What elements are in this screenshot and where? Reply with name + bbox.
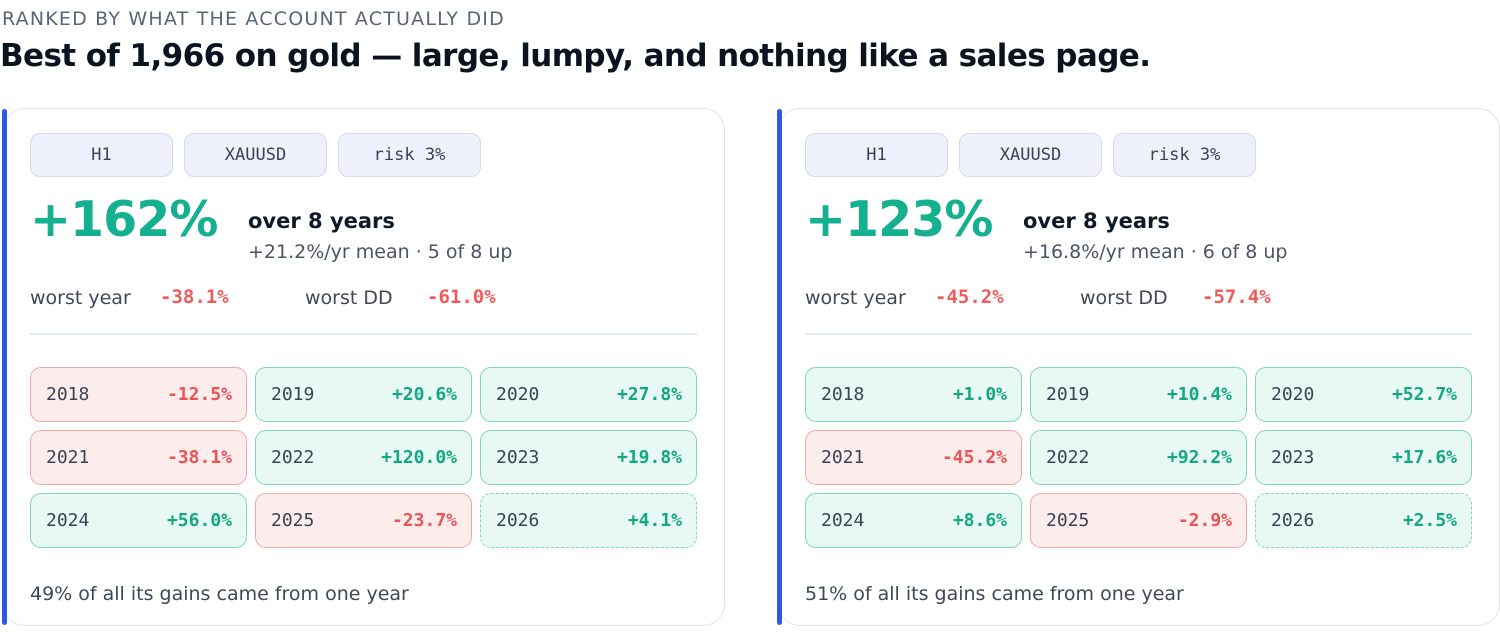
- year-return: -12.5%: [166, 384, 232, 405]
- yearly-returns-grid: 2018 -12.5% 2019 +20.6% 2020 +27.8% 2021 -38.1%…: [30, 367, 698, 548]
- year-tile-2021[interactable]: 2021 -45.2%: [805, 430, 1022, 485]
- period-summary: +21.2%/yr mean · 5 of 8 up: [248, 241, 513, 263]
- year-label: 2025: [1046, 510, 1090, 531]
- year-tile-2023[interactable]: 2023 +19.8%: [480, 430, 697, 485]
- year-tile-2026[interactable]: 2026 +4.1%: [480, 493, 697, 548]
- year-tile-2024[interactable]: 2024 +8.6%: [805, 493, 1022, 548]
- year-label: 2020: [496, 384, 540, 405]
- year-label: 2020: [1271, 384, 1315, 405]
- period-title: over 8 years: [1023, 209, 1170, 233]
- symbol-chip[interactable]: XAUUSD: [184, 133, 327, 177]
- year-tile-2022[interactable]: 2022 +120.0%: [255, 430, 472, 485]
- page-title: Best of 1,966 on gold — large, lumpy, an…: [0, 38, 1151, 74]
- total-return: +162%: [30, 191, 218, 248]
- year-label: 2022: [271, 447, 315, 468]
- year-tile-2025[interactable]: 2025 -23.7%: [255, 493, 472, 548]
- worst-dd-label: worst DD: [305, 287, 393, 309]
- card-accent-bar: [2, 109, 7, 625]
- year-return: +20.6%: [391, 384, 457, 405]
- year-return: +2.5%: [1402, 510, 1457, 531]
- tag-chips: H1 XAUUSD risk 3%: [805, 133, 1256, 177]
- year-label: 2018: [46, 384, 90, 405]
- year-return: -45.2%: [941, 447, 1007, 468]
- year-label: 2024: [821, 510, 865, 531]
- year-label: 2021: [821, 447, 865, 468]
- year-return: +27.8%: [616, 384, 682, 405]
- timeframe-chip[interactable]: H1: [30, 133, 173, 177]
- year-tile-2020[interactable]: 2020 +27.8%: [480, 367, 697, 422]
- worst-year-value: -38.1%: [160, 286, 229, 308]
- year-return: +4.1%: [627, 510, 682, 531]
- year-return: +92.2%: [1166, 447, 1232, 468]
- symbol-chip[interactable]: XAUUSD: [959, 133, 1102, 177]
- worst-year-label: worst year: [805, 287, 906, 309]
- year-tile-2019[interactable]: 2019 +10.4%: [1030, 367, 1247, 422]
- year-label: 2019: [1046, 384, 1090, 405]
- yearly-returns-grid: 2018 +1.0% 2019 +10.4% 2020 +52.7% 2021 -45.2% 2…: [805, 367, 1473, 548]
- year-return: +8.6%: [952, 510, 1007, 531]
- card-accent-bar: [777, 109, 782, 625]
- worst-dd-value: -57.4%: [1202, 286, 1271, 308]
- total-return: +123%: [805, 191, 993, 248]
- year-label: 2018: [821, 384, 865, 405]
- tag-chips: H1 XAUUSD risk 3%: [30, 133, 481, 177]
- year-label: 2021: [46, 447, 90, 468]
- year-tile-2018[interactable]: 2018 +1.0%: [805, 367, 1022, 422]
- worst-dd-label: worst DD: [1080, 287, 1168, 309]
- year-return: +19.8%: [616, 447, 682, 468]
- year-tile-2021[interactable]: 2021 -38.1%: [30, 430, 247, 485]
- year-label: 2023: [1271, 447, 1315, 468]
- year-label: 2022: [1046, 447, 1090, 468]
- risk-chip[interactable]: risk 3%: [338, 133, 481, 177]
- period-title: over 8 years: [248, 209, 395, 233]
- year-label: 2019: [271, 384, 315, 405]
- year-return: -38.1%: [166, 447, 232, 468]
- year-tile-2019[interactable]: 2019 +20.6%: [255, 367, 472, 422]
- divider: [805, 333, 1472, 335]
- year-tile-2022[interactable]: 2022 +92.2%: [1030, 430, 1247, 485]
- year-tile-2020[interactable]: 2020 +52.7%: [1255, 367, 1472, 422]
- year-tile-2025[interactable]: 2025 -2.9%: [1030, 493, 1247, 548]
- period-summary: +16.8%/yr mean · 6 of 8 up: [1023, 241, 1288, 263]
- strategy-card-1[interactable]: H1 XAUUSD risk 3% +162% over 8 years +21…: [2, 108, 725, 626]
- strategy-card-2[interactable]: H1 XAUUSD risk 3% +123% over 8 years +16…: [777, 108, 1500, 626]
- gains-concentration-note: 51% of all its gains came from one year: [805, 583, 1184, 605]
- year-return: -2.9%: [1177, 510, 1232, 531]
- year-tile-2024[interactable]: 2024 +56.0%: [30, 493, 247, 548]
- year-return: -23.7%: [391, 510, 457, 531]
- worst-year-label: worst year: [30, 287, 131, 309]
- eyebrow-label: RANKED BY WHAT THE ACCOUNT ACTUALLY DID: [2, 8, 505, 30]
- year-return: +17.6%: [1391, 447, 1457, 468]
- year-label: 2024: [46, 510, 90, 531]
- year-tile-2023[interactable]: 2023 +17.6%: [1255, 430, 1472, 485]
- year-tile-2026[interactable]: 2026 +2.5%: [1255, 493, 1472, 548]
- year-return: +56.0%: [166, 510, 232, 531]
- year-return: +52.7%: [1391, 384, 1457, 405]
- divider: [30, 333, 697, 335]
- worst-year-value: -45.2%: [935, 286, 1004, 308]
- gains-concentration-note: 49% of all its gains came from one year: [30, 583, 409, 605]
- timeframe-chip[interactable]: H1: [805, 133, 948, 177]
- year-label: 2026: [1271, 510, 1315, 531]
- year-label: 2023: [496, 447, 540, 468]
- worst-dd-value: -61.0%: [427, 286, 496, 308]
- year-label: 2026: [496, 510, 540, 531]
- year-return: +10.4%: [1166, 384, 1232, 405]
- year-return: +120.0%: [381, 447, 457, 468]
- year-tile-2018[interactable]: 2018 -12.5%: [30, 367, 247, 422]
- risk-chip[interactable]: risk 3%: [1113, 133, 1256, 177]
- year-return: +1.0%: [952, 384, 1007, 405]
- year-label: 2025: [271, 510, 315, 531]
